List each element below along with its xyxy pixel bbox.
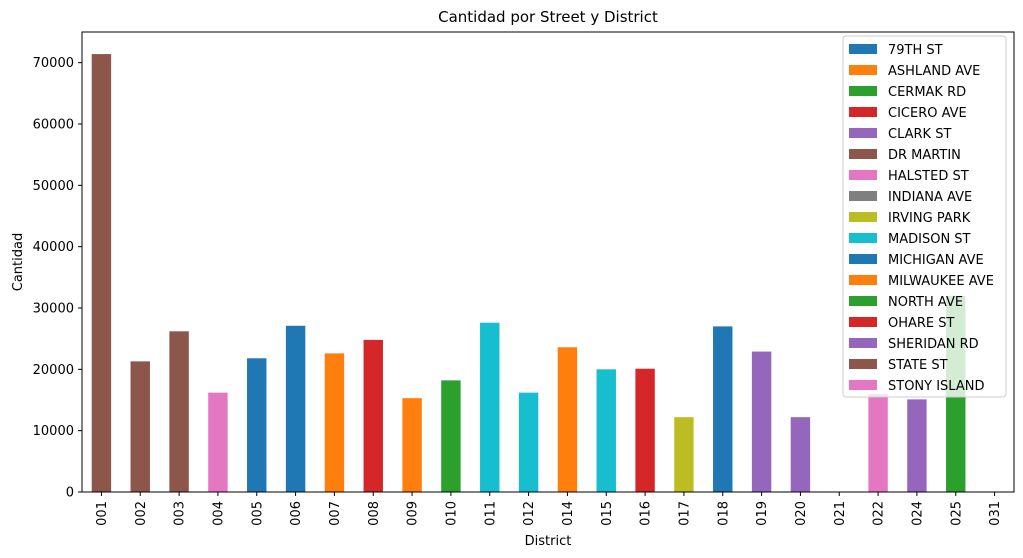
legend-label: NORTH AVE	[888, 295, 963, 310]
x-tick-label: 004	[211, 501, 226, 526]
x-tick-label: 011	[483, 501, 498, 526]
legend-label: CLARK ST	[888, 127, 951, 142]
legend-swatch	[849, 44, 877, 54]
y-axis-label: Cantidad	[11, 233, 26, 291]
legend-label: INDIANA AVE	[888, 190, 972, 205]
legend-label: STATE ST	[888, 358, 948, 373]
legend-swatch	[849, 254, 877, 264]
legend-label: ASHLAND AVE	[888, 64, 980, 79]
legend-swatch	[849, 128, 877, 138]
bar-017	[674, 417, 694, 492]
bar-010	[441, 380, 461, 492]
y-tick-label: 0	[66, 486, 74, 501]
bar-015	[596, 369, 616, 492]
x-tick-label: 007	[328, 501, 343, 526]
legend-swatch	[849, 380, 877, 390]
bar-020	[790, 417, 811, 492]
legend-swatch	[849, 170, 877, 180]
legend-label: 79TH ST	[888, 43, 943, 58]
y-tick-label: 30000	[33, 302, 74, 317]
y-tick-label: 50000	[33, 179, 74, 194]
bar-005	[247, 358, 267, 492]
bar-004	[208, 392, 228, 492]
legend-swatch	[849, 107, 877, 117]
legend-swatch	[849, 149, 877, 159]
y-tick-label: 20000	[33, 363, 74, 378]
legend-swatch	[849, 212, 877, 222]
x-tick-label: 008	[367, 501, 382, 526]
legend-label: STONY ISLAND	[888, 379, 984, 394]
x-tick-label: 016	[639, 501, 654, 526]
legend-label: SHERIDAN RD	[888, 337, 979, 352]
x-tick-label: 005	[250, 501, 265, 526]
bar-002	[130, 361, 150, 492]
legend-label: OHARE ST	[888, 316, 955, 331]
bar-014	[557, 347, 578, 492]
legend-swatch	[849, 275, 877, 285]
bar-012	[518, 392, 539, 492]
legend-label: DR MARTIN	[888, 148, 961, 163]
legend-label: MICHIGAN AVE	[888, 253, 984, 268]
bar-011	[480, 322, 500, 492]
y-tick-label: 60000	[33, 118, 74, 133]
x-tick-label: 021	[833, 501, 848, 526]
legend-label: IRVING PARK	[888, 211, 971, 226]
legend-swatch	[849, 317, 877, 327]
legend-label: HALSTED ST	[888, 169, 969, 184]
legend-label: CERMAK RD	[888, 85, 966, 100]
chart-title: Cantidad por Street y District	[438, 8, 658, 26]
legend-swatch	[849, 359, 877, 369]
bar-016	[635, 368, 655, 492]
bar-019	[751, 351, 772, 492]
x-tick-label: 002	[134, 501, 149, 526]
bar-007	[324, 353, 345, 492]
x-tick-label: 022	[872, 501, 887, 526]
legend: 79TH ST ASHLAND AVE CERMAK RD CICERO AVE CLA…	[842, 35, 1007, 398]
legend-swatch	[849, 296, 877, 306]
x-tick-label: 009	[406, 501, 421, 526]
x-tick-label: 014	[561, 501, 576, 526]
y-tick-label: 40000	[33, 240, 74, 255]
legend-swatch	[849, 86, 877, 96]
legend-swatch	[849, 65, 877, 75]
x-tick-label: 017	[677, 501, 692, 526]
bar-022	[868, 393, 888, 492]
x-axis: 001 002 003 004 005 006 007 008 009 010 011 012 014 0…	[95, 492, 1003, 526]
legend-swatch	[849, 191, 877, 201]
plot-frame	[81, 31, 1015, 493]
x-tick-label: 015	[600, 501, 615, 526]
y-axis: 0 10000 20000 30000 40000 50000 60000 70000	[33, 56, 82, 501]
bar-024	[907, 399, 927, 492]
bar-001	[91, 54, 112, 492]
x-tick-label: 019	[755, 501, 770, 526]
x-tick-label: 003	[173, 501, 188, 526]
bar-009	[402, 398, 422, 492]
x-tick-label: 012	[522, 501, 537, 526]
x-tick-label: 010	[444, 501, 459, 526]
legend-swatch	[849, 338, 877, 348]
x-tick-label: 024	[910, 501, 925, 526]
x-tick-label: 031	[988, 501, 1003, 526]
x-tick-label: 001	[95, 501, 110, 526]
y-tick-label: 70000	[33, 56, 74, 71]
legend-box	[842, 35, 1007, 398]
legend-label: CICERO AVE	[888, 106, 967, 121]
bar-003	[169, 331, 189, 492]
x-tick-label: 018	[716, 501, 731, 526]
bars-layer	[91, 54, 966, 492]
x-tick-label: 020	[794, 501, 809, 526]
bar-006	[285, 325, 306, 492]
bar-008	[363, 339, 383, 492]
bar-018	[713, 326, 733, 492]
x-tick-label: 025	[949, 501, 964, 526]
legend-swatch	[849, 233, 877, 243]
legend-label: MADISON ST	[888, 232, 971, 247]
y-tick-label: 10000	[33, 424, 74, 439]
legend-label: MILWAUKEE AVE	[888, 274, 994, 289]
x-tick-label: 006	[289, 501, 304, 526]
x-axis-label: District	[525, 534, 572, 549]
